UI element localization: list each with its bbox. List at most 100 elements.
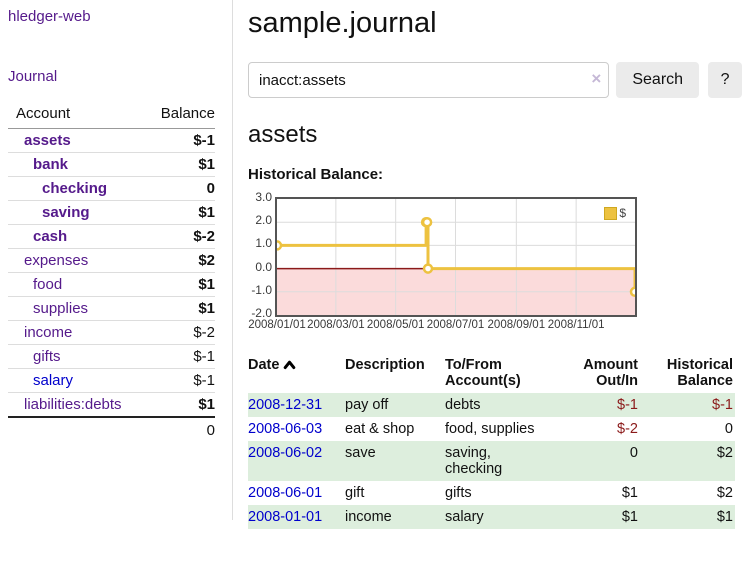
account-link[interactable]: food bbox=[33, 276, 63, 293]
account-balance: $-1 bbox=[141, 368, 215, 393]
transaction-accounts: salary bbox=[445, 509, 484, 525]
x-axis-tick-label: 2008/01/01 bbox=[248, 319, 306, 331]
transaction-date-cell: 2008-01-01 bbox=[248, 505, 345, 529]
y-axis-tick-label: 2.0 bbox=[255, 213, 272, 228]
transaction-row: 2008-12-31 pay off debts $-1 $-1 bbox=[248, 393, 735, 417]
account-row: salary $-1 bbox=[8, 368, 215, 393]
account-row: liabilities:debts $1 bbox=[8, 392, 215, 418]
transaction-balance: $2 bbox=[716, 485, 733, 501]
y-axis-tick-label: -2.0 bbox=[251, 306, 272, 320]
clear-search-icon[interactable]: × bbox=[591, 69, 602, 88]
x-axis-tick-label: 2008/07/01 bbox=[426, 319, 485, 331]
register-header-date[interactable]: Date bbox=[248, 355, 345, 393]
account-link[interactable]: expenses bbox=[24, 252, 89, 269]
transaction-balance: 0 bbox=[724, 421, 733, 437]
account-link[interactable]: bank bbox=[33, 156, 69, 173]
transaction-date-cell: 2008-06-03 bbox=[248, 417, 345, 441]
account-link[interactable]: assets bbox=[24, 132, 71, 149]
register-header-accounts: To/From Account(s) bbox=[445, 357, 521, 389]
y-axis-tick-label: 1.0 bbox=[255, 236, 272, 251]
transaction-amount: $-2 bbox=[617, 421, 638, 437]
x-axis-tick-label: 2008/11/01 bbox=[547, 319, 605, 331]
accounts-total-balance: 0 bbox=[141, 416, 215, 442]
account-balance: $1 bbox=[141, 296, 215, 321]
transaction-row: 2008-06-03 eat & shop food, supplies $-2 0 bbox=[248, 417, 735, 441]
account-balance: $2 bbox=[141, 248, 215, 273]
app-brand-link[interactable]: hledger-web bbox=[8, 8, 91, 25]
accounts-header-row: Account Balance bbox=[8, 101, 215, 129]
transaction-description: income bbox=[345, 509, 392, 525]
transaction-amount: $1 bbox=[621, 485, 638, 501]
account-link[interactable]: income bbox=[24, 324, 73, 341]
transaction-date-cell: 2008-06-02 bbox=[248, 441, 345, 481]
y-axis-tick-label: 3.0 bbox=[255, 190, 272, 204]
account-link[interactable]: gifts bbox=[33, 348, 61, 365]
account-row: income $-2 bbox=[8, 320, 215, 345]
chart-legend: $ bbox=[604, 206, 626, 220]
register-header-description: Description bbox=[345, 357, 425, 373]
transaction-row: 2008-06-01 gift gifts $1 $2 bbox=[248, 481, 735, 505]
register-header-row: Date Description To/From Account(s) Amou… bbox=[248, 355, 735, 393]
search-row: × Search ? bbox=[248, 62, 742, 98]
account-row: bank $1 bbox=[8, 152, 215, 177]
account-link[interactable]: saving bbox=[42, 204, 90, 221]
search-input[interactable] bbox=[248, 62, 610, 98]
transaction-amount: $-1 bbox=[617, 397, 638, 413]
y-axis-tick-label: -1.0 bbox=[251, 282, 272, 297]
transaction-date-link[interactable]: 2008-06-03 bbox=[248, 421, 323, 437]
account-link[interactable]: cash bbox=[33, 228, 68, 245]
account-balance: $1 bbox=[141, 272, 215, 297]
sidebar-item-journal[interactable]: Journal bbox=[8, 68, 58, 85]
transaction-description: save bbox=[345, 445, 376, 461]
account-row: checking 0 bbox=[8, 176, 215, 201]
transaction-balance: $-1 bbox=[712, 397, 733, 413]
transaction-date-link[interactable]: 2008-06-02 bbox=[248, 445, 323, 461]
transaction-date-link[interactable]: 2008-12-31 bbox=[248, 397, 323, 413]
transaction-accounts: food, supplies bbox=[445, 421, 535, 437]
accounts-total-row: 0 bbox=[8, 416, 215, 442]
account-link[interactable]: checking bbox=[42, 180, 108, 197]
register-table: Date Description To/From Account(s) Amou… bbox=[248, 355, 735, 529]
chart-title: Historical Balance: bbox=[248, 166, 384, 183]
account-row: saving $1 bbox=[8, 200, 215, 225]
transaction-balance: $1 bbox=[716, 509, 733, 525]
transaction-accounts: gifts bbox=[445, 485, 472, 501]
x-axis-tick-label: 2008/05/01 bbox=[366, 319, 425, 331]
transaction-date-cell: 2008-12-31 bbox=[248, 393, 345, 417]
transaction-amount: $1 bbox=[621, 509, 638, 525]
help-button[interactable]: ? bbox=[708, 62, 742, 98]
account-row: assets $-1 bbox=[8, 128, 215, 153]
search-box: × bbox=[248, 62, 610, 98]
account-row: supplies $1 bbox=[8, 296, 215, 321]
account-balance: $1 bbox=[141, 152, 215, 177]
account-row: cash $-2 bbox=[8, 224, 215, 249]
account-balance: $-2 bbox=[141, 320, 215, 345]
account-link[interactable]: supplies bbox=[33, 300, 89, 317]
chart-plot-area: $ bbox=[275, 197, 637, 317]
transaction-date-link[interactable]: 2008-06-01 bbox=[248, 485, 323, 501]
account-link[interactable]: salary bbox=[33, 372, 74, 389]
legend-swatch-icon bbox=[604, 206, 618, 220]
account-link[interactable]: liabilities:debts bbox=[24, 396, 122, 413]
search-button[interactable]: Search bbox=[616, 62, 700, 98]
account-balance: $1 bbox=[141, 200, 215, 225]
accounts-table: Account Balance assets $-1 bank $1 checking 0… bbox=[8, 101, 215, 442]
x-axis-tick-label: 2008/03/01 bbox=[307, 319, 365, 331]
accounts-header-balance: Balance bbox=[141, 101, 215, 129]
account-balance: 0 bbox=[141, 176, 215, 201]
transaction-date-cell: 2008-06-01 bbox=[248, 481, 345, 505]
y-axis-tick-label: 0.0 bbox=[255, 259, 272, 274]
sidebar: hledger-web Journal Account Balance asse… bbox=[0, 0, 233, 520]
account-row: expenses $2 bbox=[8, 248, 215, 273]
account-balance: $1 bbox=[141, 392, 215, 418]
transaction-balance: $2 bbox=[716, 445, 733, 461]
account-balance: $-1 bbox=[141, 344, 215, 369]
transaction-accounts: saving, checking bbox=[445, 445, 503, 477]
register-header-amount: Amount Out/In bbox=[583, 357, 638, 389]
account-balance: $-1 bbox=[141, 128, 215, 153]
transaction-amount: 0 bbox=[629, 445, 638, 461]
account-heading: assets bbox=[248, 121, 318, 148]
transaction-date-link[interactable]: 2008-01-01 bbox=[248, 509, 323, 525]
page-title: sample.journal bbox=[248, 7, 437, 39]
historical-balance-chart[interactable]: $3.0 2.0 1.0 0.0 -1.0 -2.0 2008/01/01 2008/03/0… bbox=[248, 190, 668, 332]
